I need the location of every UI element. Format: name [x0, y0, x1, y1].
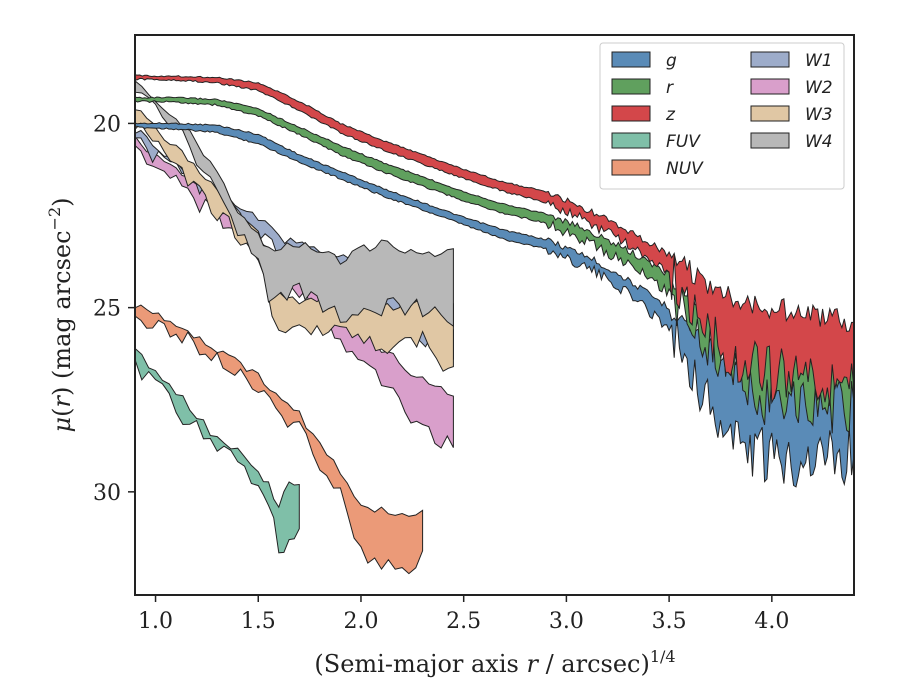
- series-fuv-band: [134, 347, 300, 554]
- legend: grz FUV NUV W1 W2 W3 W4: [599, 42, 845, 190]
- legend-swatch-fuv: [611, 132, 651, 149]
- x-tick-label: 2.0: [343, 609, 378, 634]
- legend-label-nuv: NUV: [666, 159, 704, 179]
- x-tick-label: 4.0: [754, 609, 789, 634]
- legend-swatch-w2: [750, 78, 790, 95]
- legend-label-w1: W1: [805, 51, 833, 71]
- legend-label-w4: W4: [805, 132, 833, 152]
- legend-label-w2: W2: [805, 78, 833, 98]
- legend-swatch-w1: [750, 51, 790, 68]
- series-nuv-band: [134, 304, 424, 575]
- x-axis-label: (Semi-major axis r / arcsec)1/4: [314, 647, 675, 678]
- legend-swatch-nuv: [611, 159, 651, 176]
- x-tick-label: 3.5: [652, 609, 687, 634]
- legend-label-r: r: [666, 78, 674, 98]
- y-tick-label: 25: [93, 297, 121, 322]
- x-tick-label: 3.0: [549, 609, 584, 634]
- y-tick-label: 20: [93, 112, 121, 137]
- legend-label-w3: W3: [805, 105, 833, 125]
- y-tick-label: 30: [93, 481, 121, 506]
- y-axis-label: μ(r) (mag arcsec−2): [45, 197, 76, 432]
- x-tick-label: 1.5: [241, 609, 276, 634]
- x-tick-label: 2.5: [446, 609, 481, 634]
- series-w4-band: [134, 79, 454, 328]
- x-tick-label: 1.0: [138, 609, 173, 634]
- legend-label-g: g: [666, 51, 677, 71]
- plot-frame: [134, 34, 855, 596]
- legend-label-z: z: [665, 105, 676, 125]
- legend-swatch-r: [611, 78, 651, 95]
- legend-swatch-w4: [750, 132, 790, 149]
- x-axis-ticks: 1.0 1.5 2.0 2.5 3.0 3.5 4.0: [138, 595, 789, 634]
- legend-swatch-g: [611, 51, 651, 68]
- legend-swatch-w3: [750, 105, 790, 122]
- legend-swatch-z: [611, 105, 651, 122]
- legend-label-fuv: FUV: [666, 132, 701, 152]
- y-axis-ticks: 20 25 30: [93, 112, 135, 506]
